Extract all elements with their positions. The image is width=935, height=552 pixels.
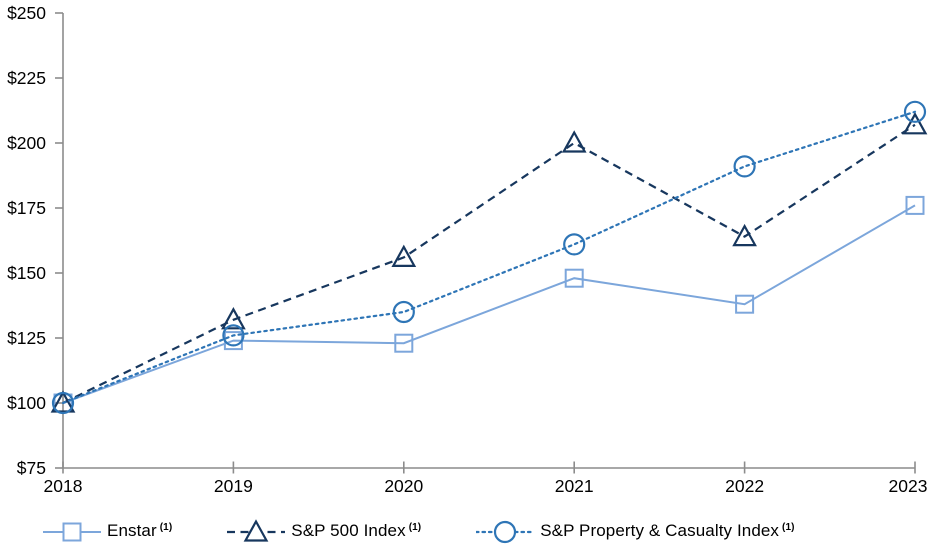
circle-marker-icon: [903, 100, 927, 123]
x-tick-label: 2019: [214, 476, 253, 496]
legend-label-enstar: Enstar (1): [107, 521, 173, 540]
triangle-marker-icon: [561, 130, 587, 153]
circle-marker-icon: [222, 324, 245, 347]
square-marker-icon: [905, 195, 925, 215]
legend-key-s-p-500-index: [227, 519, 286, 542]
triangle-marker-icon: [50, 390, 76, 413]
circle-marker-icon: [563, 233, 586, 256]
x-tick-label: 2018: [44, 476, 83, 496]
series-s-p-500-index: [50, 112, 928, 413]
square-marker-icon: [62, 522, 82, 542]
triangle-marker-icon: [391, 244, 417, 267]
series-line-s-p-property-casualty-index: [61, 110, 917, 405]
circle-marker-icon: [494, 520, 517, 544]
chart-legend: Enstar (1) S&P 500 Index (1) S&P Property & …: [0, 508, 935, 552]
y-axis-ticks-and-labels: $250 $225 $200 $175 $150 $125 $100 $75: [7, 3, 63, 478]
legend-label-s-p-property-casualty-index: S&P Property & Casualty Index (1): [540, 521, 795, 540]
legend-footnote-marker: (1): [159, 522, 173, 533]
x-axis-ticks-and-labels: 2018 2019 2020 2021 2022 2023: [44, 461, 928, 496]
legend-item-s-p-property-casualty-index: S&P Property & Casualty Index (1): [476, 518, 794, 544]
circle-marker-icon: [392, 300, 415, 324]
series-line-s-p-500-index: [62, 123, 916, 404]
legend-label-s-p-500-index: S&P 500 Index (1): [291, 521, 422, 540]
x-tick-label: 2021: [555, 476, 594, 496]
series-s-p-property-casualty-index: [51, 100, 927, 415]
legend-key-enstar: [43, 522, 101, 542]
series-enstar: [53, 195, 925, 413]
triangle-marker-icon: [732, 223, 757, 247]
circle-marker-icon: [51, 391, 75, 415]
square-marker-icon: [735, 294, 755, 314]
legend-footnote-marker: (1): [782, 522, 795, 533]
legend-item-enstar: Enstar (1): [43, 518, 172, 544]
x-tick-label: 2023: [889, 476, 928, 496]
series-line-enstar: [62, 204, 916, 404]
legend-footnote-marker: (1): [408, 522, 422, 533]
y-tick-label: $250: [7, 3, 46, 23]
y-tick-label: $100: [7, 393, 46, 413]
y-tick-label: $200: [7, 133, 46, 153]
triangle-marker-icon: [902, 112, 928, 135]
axes: [62, 13, 915, 469]
y-tick-label: $175: [7, 198, 46, 218]
y-tick-label: $150: [7, 263, 46, 283]
triangle-marker-icon: [243, 519, 269, 542]
square-marker-icon: [564, 268, 584, 288]
y-tick-label: $125: [7, 328, 46, 348]
x-tick-label: 2022: [725, 476, 764, 496]
circle-marker-icon: [733, 155, 756, 178]
square-marker-icon: [394, 333, 414, 353]
legend-key-s-p-property-casualty-index: [476, 520, 535, 544]
y-tick-label: $225: [7, 68, 46, 88]
y-tick-label: $75: [17, 458, 46, 478]
x-tick-label: 2020: [384, 476, 423, 496]
legend-item-s-p-500-index: S&P 500 Index (1): [227, 518, 421, 544]
triangle-marker-icon: [221, 307, 246, 330]
